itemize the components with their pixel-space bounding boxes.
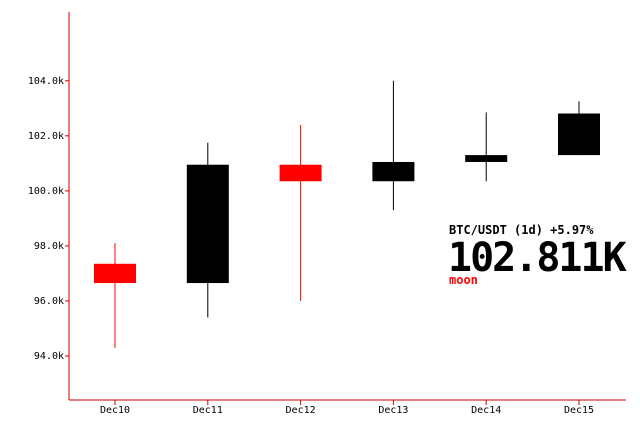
x-tick-label: Dec11: [193, 405, 223, 416]
candle-body: [94, 263, 136, 284]
x-ticks: Dec10 Dec11 Dec12 Dec13 Dec14 Dec15: [100, 400, 594, 416]
x-tick-label: Dec15: [564, 405, 594, 416]
candle-body: [558, 113, 600, 156]
candles: [94, 80, 600, 348]
chart-axes: [68, 12, 626, 401]
x-tick-label: Dec14: [471, 405, 501, 416]
y-tick-label: 98.0k: [34, 241, 64, 252]
ticker-overlay: BTC/USDT (1d) +5.97% 102.811K moon: [448, 223, 629, 287]
y-tick-label: 94.0k: [34, 351, 64, 362]
y-ticks: 94.0k 96.0k 98.0k 100.0k 102.0k 104.0k: [28, 76, 69, 362]
x-tick-label: Dec12: [286, 405, 316, 416]
status-label: moon: [449, 273, 478, 287]
pair-change-label: BTC/USDT (1d) +5.97%: [449, 223, 594, 237]
y-tick-label: 104.0k: [28, 76, 64, 87]
y-tick-label: 100.0k: [28, 186, 64, 197]
candle-body: [372, 161, 415, 182]
y-tick-label: 96.0k: [34, 296, 64, 307]
candle-body: [279, 164, 322, 182]
candle-body: [186, 164, 229, 284]
candle-body: [465, 155, 508, 162]
price-label: 102.811K: [448, 235, 627, 281]
x-tick-label: Dec10: [100, 405, 130, 416]
x-tick-label: Dec13: [378, 405, 408, 416]
y-tick-label: 102.0k: [28, 131, 64, 142]
